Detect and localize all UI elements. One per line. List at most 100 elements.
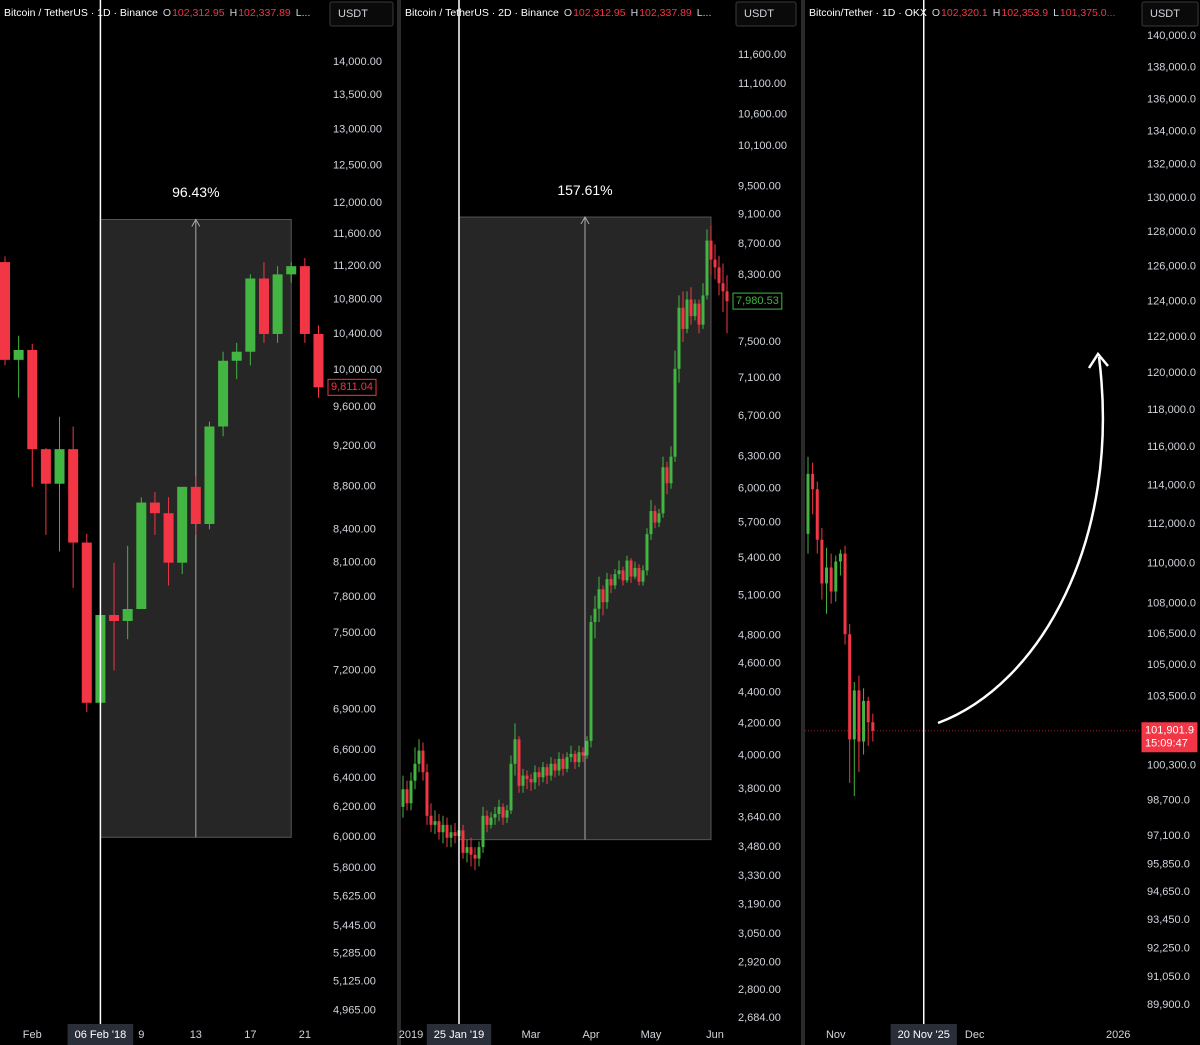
- currency-button-label[interactable]: USDT: [1150, 8, 1180, 20]
- candle-body: [521, 775, 525, 786]
- panel-separator: [801, 0, 805, 1045]
- y-tick-label: 11,600.00: [738, 49, 786, 61]
- y-tick-label: 9,200.00: [333, 440, 376, 452]
- candle-body: [806, 473, 810, 534]
- y-tick-label: 100,300.0: [1147, 759, 1196, 771]
- y-tick-label: 11,600.00: [333, 228, 381, 240]
- candle-body: [0, 262, 10, 360]
- candle-body: [517, 739, 521, 786]
- measure-arrow-head: [191, 218, 201, 227]
- y-tick-label: 10,400.00: [333, 328, 382, 340]
- y-tick-label: 12,500.00: [333, 160, 382, 172]
- y-tick-label: 112,000.0: [1147, 518, 1195, 530]
- y-tick-label: 9,500.00: [738, 180, 781, 192]
- candle-body: [848, 634, 852, 740]
- candle-body: [625, 560, 629, 581]
- candle-body: [204, 426, 215, 524]
- y-tick-label: 5,100.00: [738, 590, 781, 602]
- y-tick-label: 106,500.0: [1147, 628, 1196, 640]
- candle-body: [429, 815, 433, 825]
- candle-body: [218, 360, 229, 427]
- candle-body: [705, 240, 709, 296]
- y-tick-label: 105,000.0: [1147, 659, 1196, 671]
- y-tick-label: 5,445.00: [333, 920, 376, 932]
- ohlc-value: 102,337.89: [639, 7, 692, 19]
- currency-button-label[interactable]: USDT: [744, 8, 774, 20]
- currency-button[interactable]: [735, 1, 797, 27]
- candle-body: [529, 778, 533, 783]
- y-tick-label: 116,000.0: [1147, 441, 1195, 453]
- candle-body: [40, 449, 51, 484]
- candle-body: [862, 700, 866, 742]
- candle-body: [163, 513, 174, 563]
- y-tick-label: 10,100.00: [738, 140, 787, 152]
- y-tick-label: 8,300.00: [738, 269, 781, 281]
- candle-body: [525, 775, 529, 779]
- x-tick-label: 20 Nov '25: [898, 1029, 950, 1041]
- candle-body: [609, 579, 613, 586]
- y-tick-label: 4,600.00: [738, 657, 781, 669]
- candle-body: [653, 511, 657, 523]
- x-tick-label: 17: [244, 1029, 256, 1041]
- y-tick-label: 10,800.00: [333, 293, 382, 305]
- y-tick-label: 11,200.00: [333, 260, 381, 272]
- y-tick-label: 6,300.00: [738, 451, 781, 463]
- y-tick-label: 11,100.00: [738, 78, 786, 90]
- y-tick-label: 7,800.00: [333, 591, 376, 603]
- ohlc-value: 102,312.95: [573, 7, 626, 19]
- ohlc-value: 102,320.1: [941, 7, 988, 19]
- candle-body: [709, 240, 713, 260]
- x-tick-label: 06 Feb '18: [75, 1029, 127, 1041]
- candle-body: [725, 291, 729, 302]
- y-tick-label: 4,800.00: [738, 629, 781, 641]
- candle-body: [465, 847, 469, 853]
- x-tick-label: Feb: [23, 1029, 42, 1041]
- y-tick-label: 6,700.00: [738, 410, 781, 422]
- y-tick-label: 6,900.00: [333, 703, 376, 715]
- symbol-title: Bitcoin / TetherUS · 1D · Binance: [4, 7, 158, 19]
- candle-body: [68, 449, 79, 543]
- candle-body: [461, 830, 465, 853]
- y-tick-label: 140,000.0: [1147, 30, 1196, 42]
- last-price-box: [1141, 722, 1198, 753]
- y-tick-label: 108,000.0: [1147, 598, 1196, 610]
- candle-body: [834, 561, 838, 592]
- candle-body: [445, 824, 449, 838]
- y-tick-label: 6,000.00: [738, 483, 781, 495]
- candle-body: [449, 832, 453, 838]
- candle-body: [441, 824, 445, 833]
- candle-body: [505, 810, 509, 818]
- currency-button[interactable]: [1141, 1, 1199, 27]
- candle-body: [633, 567, 637, 577]
- candle-body: [231, 351, 242, 361]
- y-tick-label: 97,100.0: [1147, 830, 1190, 842]
- candle-body: [497, 806, 501, 814]
- currency-button-label[interactable]: USDT: [338, 8, 368, 20]
- x-tick-label: 25 Jan '19: [434, 1029, 484, 1041]
- candle-body: [553, 763, 557, 771]
- candle-body: [258, 278, 269, 334]
- y-tick-label: 138,000.0: [1147, 61, 1196, 73]
- y-tick-label: 6,600.00: [333, 744, 376, 756]
- candle-body: [272, 274, 283, 334]
- candle-body: [581, 752, 585, 756]
- y-tick-label: 7,500.00: [333, 627, 376, 639]
- candle-body: [545, 767, 549, 776]
- candle-body: [541, 767, 545, 778]
- x-tick-label: 2026: [1106, 1029, 1130, 1041]
- y-tick-label: 132,000.0: [1147, 159, 1196, 171]
- y-tick-label: 2,920.00: [738, 956, 781, 968]
- ohlc-value: 102,312.95: [172, 7, 225, 19]
- candle-body: [641, 570, 645, 582]
- currency-button[interactable]: [329, 1, 394, 27]
- y-tick-label: 4,200.00: [738, 717, 781, 729]
- ohlc-key: L: [1053, 7, 1059, 19]
- y-tick-label: 8,400.00: [333, 523, 376, 535]
- candle-body: [417, 750, 421, 764]
- measure-label: 157.61%: [557, 182, 612, 198]
- candle-body: [629, 560, 633, 577]
- candle-body: [286, 266, 297, 275]
- y-tick-label: 126,000.0: [1147, 260, 1196, 272]
- y-tick-label: 8,700.00: [738, 238, 781, 250]
- y-tick-label: 4,000.00: [738, 749, 781, 761]
